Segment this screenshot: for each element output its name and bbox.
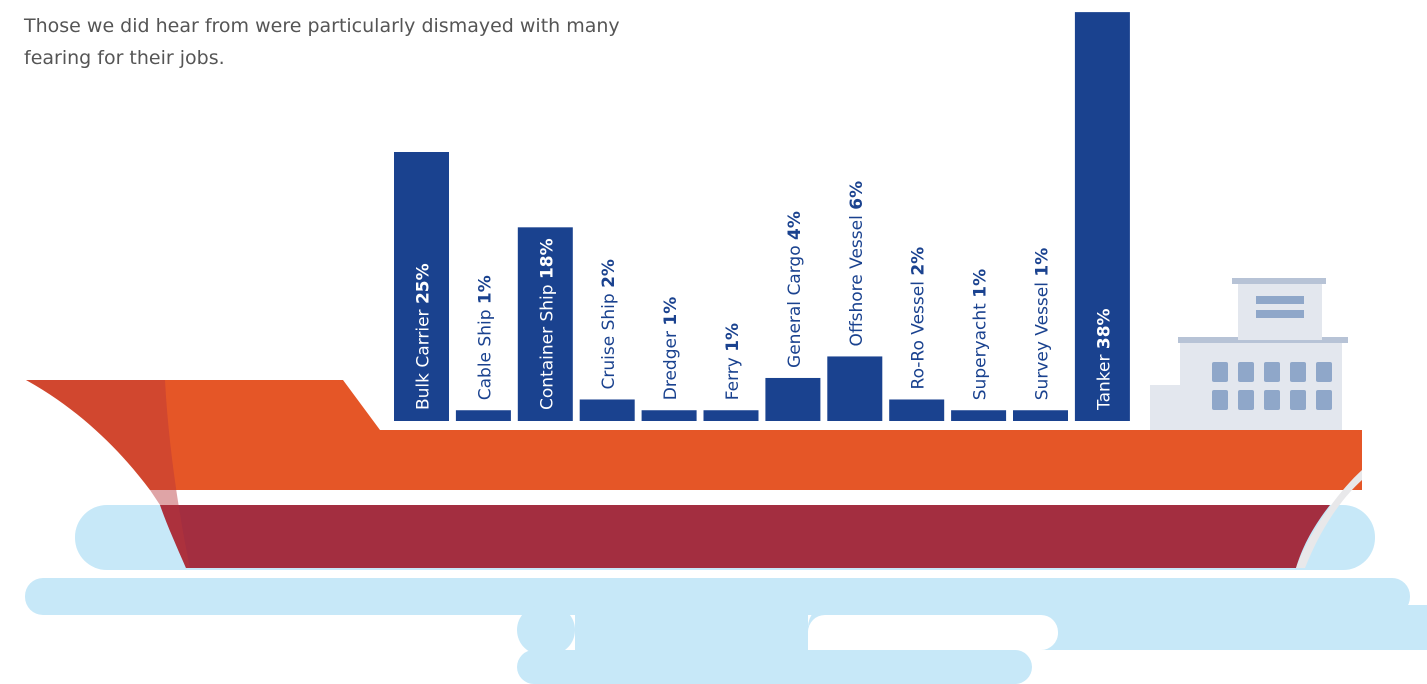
category-label: Ferry <box>723 357 743 400</box>
bar-label: Survey Vessel 1% <box>1033 248 1053 400</box>
category-label: Bulk Carrier <box>414 309 434 410</box>
bar-label: Container Ship 18% <box>537 238 557 410</box>
value-label: 2% <box>909 247 929 276</box>
value-label: 1% <box>475 275 495 304</box>
bar-label: Bulk Carrier 25% <box>414 263 434 410</box>
bar <box>517 227 573 421</box>
bar-label: Offshore Vessel 6% <box>847 181 867 347</box>
hull <box>26 380 1362 568</box>
bar <box>889 399 945 421</box>
bar-label: Tanker 38% <box>1094 308 1114 411</box>
category-label: Cruise Ship <box>599 293 619 389</box>
bar-label: Superyacht 1% <box>971 269 991 400</box>
value-label: 2% <box>599 259 619 288</box>
bar <box>1013 410 1068 421</box>
value-label: 1% <box>1033 248 1053 277</box>
value-label: 18% <box>537 238 557 279</box>
bar-label: Cable Ship 1% <box>475 275 495 400</box>
bar <box>455 410 511 421</box>
intro-line: Those we did hear from were particularly… <box>23 15 620 37</box>
intro-line: fearing for their jobs. <box>24 47 225 69</box>
value-label: 4% <box>785 211 805 240</box>
bar-label: Ferry 1% <box>723 323 743 400</box>
bar-label: General Cargo 4% <box>785 211 805 368</box>
bar <box>765 377 821 421</box>
bar <box>579 399 635 421</box>
bar <box>827 356 883 421</box>
bar <box>703 410 759 421</box>
category-label: Offshore Vessel <box>847 215 867 346</box>
category-label: Cable Ship <box>475 309 495 400</box>
category-label: Tanker <box>1094 355 1114 411</box>
value-label: 6% <box>847 181 867 210</box>
bar-label: Dredger 1% <box>661 297 681 400</box>
category-label: General Cargo <box>785 245 805 368</box>
bar <box>394 152 449 421</box>
category-label: Dredger <box>661 331 681 400</box>
value-label: 38% <box>1094 308 1114 349</box>
category-label: Survey Vessel <box>1033 282 1053 400</box>
superstructure <box>1150 278 1348 435</box>
value-label: 1% <box>661 297 681 326</box>
category-label: Container Ship <box>537 284 557 410</box>
bar <box>641 410 697 421</box>
category-label: Ro-Ro Vessel <box>909 281 929 389</box>
bar-label: Ro-Ro Vessel 2% <box>909 247 929 390</box>
value-label: 1% <box>971 269 991 298</box>
value-label: 1% <box>723 323 743 352</box>
category-label: Superyacht <box>971 303 991 400</box>
bar <box>1074 12 1130 422</box>
value-label: 25% <box>414 263 434 304</box>
bars: Bulk Carrier 25% Cable Ship 1% Container S… <box>394 12 1130 422</box>
bar-label: Cruise Ship 2% <box>599 259 619 389</box>
bar <box>951 410 1007 421</box>
